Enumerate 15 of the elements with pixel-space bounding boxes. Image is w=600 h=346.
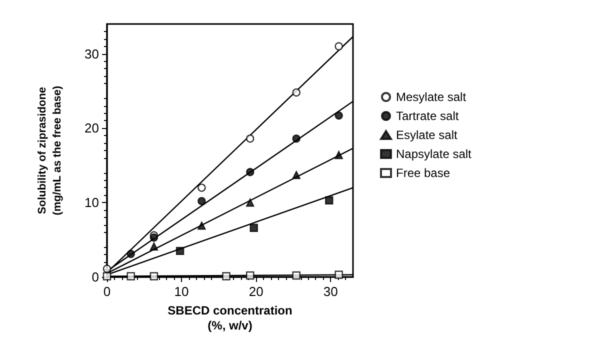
- y-tick-label: 30: [84, 46, 99, 62]
- legend-label: Esylate salt: [396, 128, 458, 142]
- x-axis-title: SBECD concentration (%, w/v): [168, 304, 292, 332]
- legend-label: Free base: [396, 166, 450, 180]
- x-tick-label: 20: [248, 284, 264, 299]
- y-axis-title: Solubility of ziprasidone (mg/mL as the free base): [36, 85, 64, 216]
- y-tick-label: 0: [92, 270, 99, 284]
- legend-label: Napsylate salt: [396, 147, 472, 161]
- legend-label: Mesylate salt: [396, 90, 467, 104]
- x-tick-label: 10: [174, 284, 189, 299]
- y-tick-label: 10: [84, 195, 99, 210]
- legend-label: Tartrate salt: [396, 109, 460, 123]
- y-tick-label: 20: [84, 120, 99, 136]
- x-tick-label: 0: [103, 284, 111, 299]
- x-tick-label: 30: [323, 284, 338, 299]
